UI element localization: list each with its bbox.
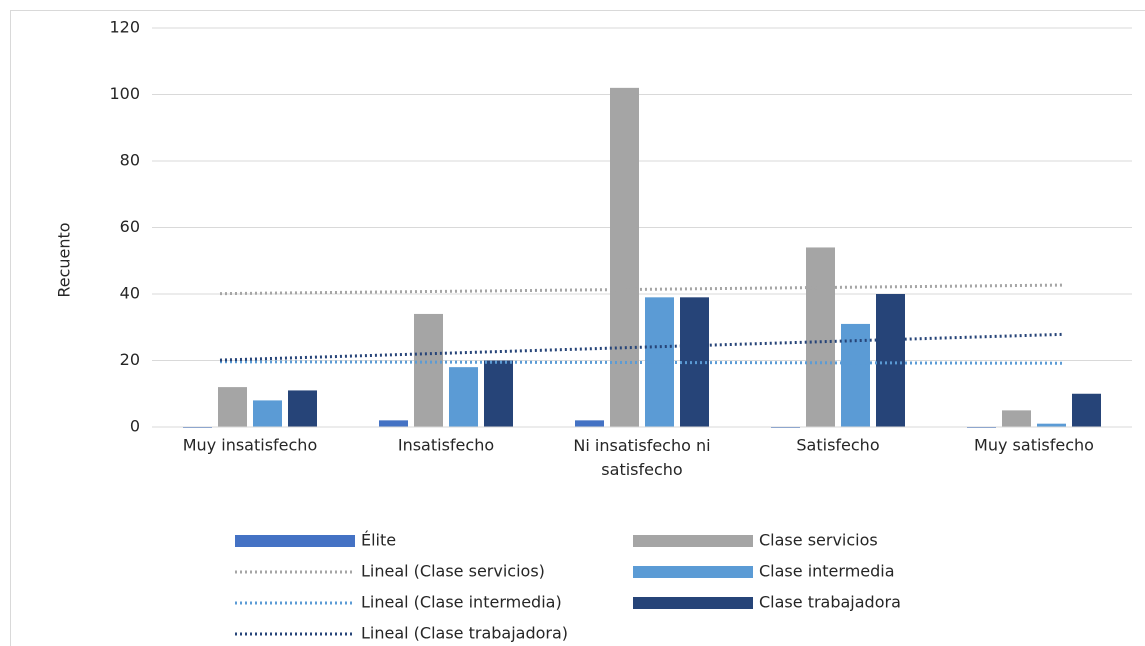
y-axis-label: Recuento [55, 222, 74, 297]
bar [1072, 393, 1101, 427]
y-tick-label: 80 [120, 151, 140, 170]
y-tick-label: 60 [120, 217, 140, 236]
legend-swatch [633, 597, 753, 609]
x-tick-label: Muy insatisfecho [183, 436, 317, 455]
y-tick-label: 20 [120, 350, 140, 369]
bar [1002, 410, 1031, 427]
legend-swatch [633, 566, 753, 578]
legend-label: Clase trabajadora [759, 593, 901, 612]
bar [876, 294, 905, 427]
legend-swatch [633, 535, 753, 547]
bar [449, 367, 478, 427]
legend-label: Lineal (Clase servicios) [361, 562, 545, 581]
trendline [219, 332, 1065, 362]
y-tick-label: 120 [109, 18, 140, 37]
x-tick-label: Satisfecho [796, 436, 879, 455]
x-tick-label: Insatisfecho [398, 436, 494, 455]
y-tick-label: 0 [130, 417, 140, 436]
bar [218, 387, 247, 427]
bar [1037, 423, 1066, 427]
x-tick-label: Muy satisfecho [974, 436, 1094, 455]
trendline [219, 360, 1065, 365]
bar [288, 390, 317, 427]
bar [610, 87, 639, 427]
y-tick-label: 40 [120, 284, 140, 303]
bar [414, 313, 443, 427]
chart-border [10, 10, 1145, 646]
x-tick-label: Ni insatisfecho ni satisfecho [573, 436, 710, 479]
bar [484, 360, 513, 427]
bar [253, 400, 282, 427]
bar [379, 420, 408, 427]
trendline [219, 283, 1065, 296]
bar [575, 420, 604, 427]
legend-label: Clase servicios [759, 531, 878, 550]
y-tick-label: 100 [109, 84, 140, 103]
bar [680, 297, 709, 427]
legend-label: Lineal (Clase trabajadora) [361, 624, 568, 643]
bar [806, 247, 835, 427]
bar [645, 297, 674, 427]
legend-label: Élite [361, 531, 396, 550]
legend-label: Lineal (Clase intermedia) [361, 593, 562, 612]
legend-label: Clase intermedia [759, 562, 895, 581]
legend-swatch [235, 535, 355, 547]
